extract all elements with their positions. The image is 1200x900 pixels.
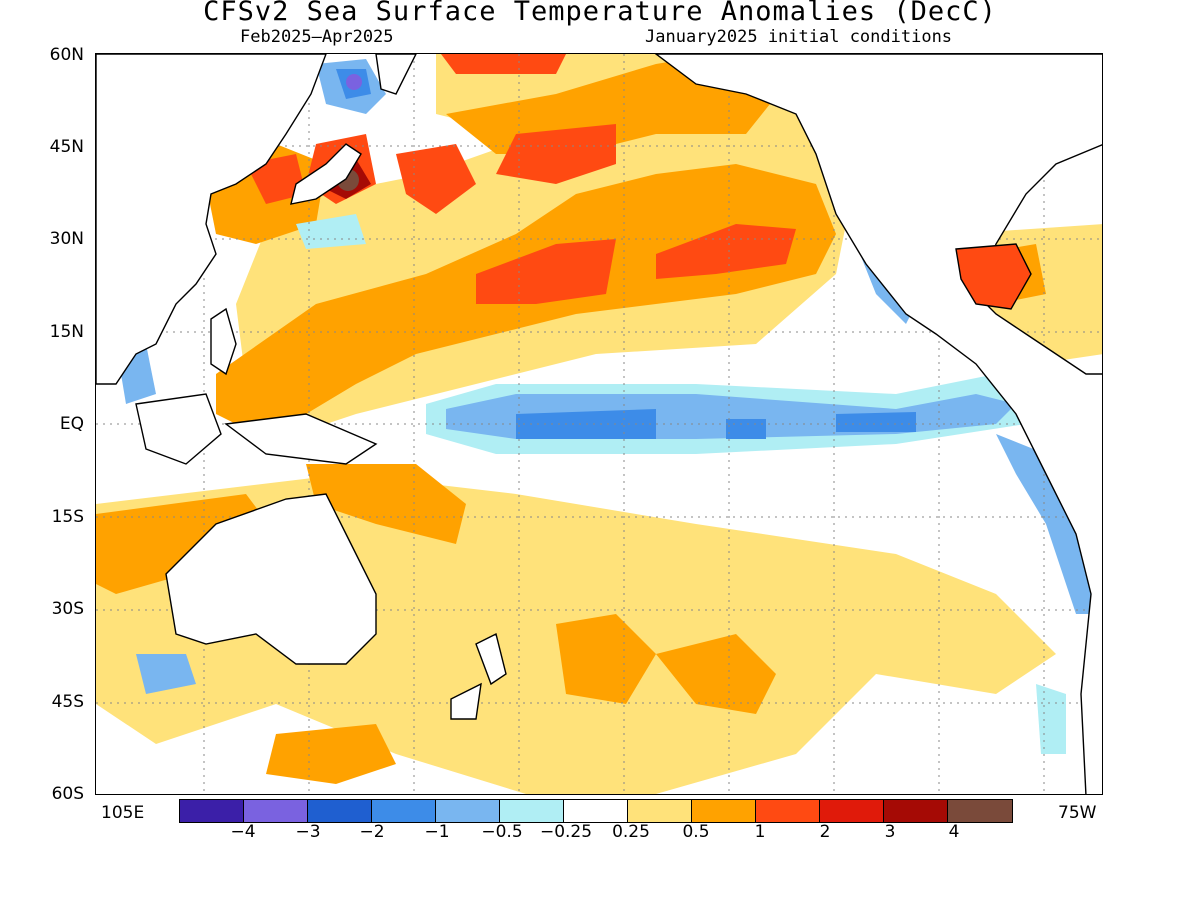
lat-label-30s: 30S xyxy=(51,599,84,619)
sst-anomaly-map xyxy=(95,53,1103,795)
colorbar-swatch xyxy=(628,800,692,822)
lat-label-30n: 30N xyxy=(49,229,84,249)
colorbar-swatch xyxy=(820,800,884,822)
colorbar xyxy=(179,799,1013,823)
colorbar-label: −0.25 xyxy=(539,822,593,842)
colorbar-label: 1 xyxy=(754,822,766,842)
colorbar-swatch xyxy=(180,800,244,822)
colorbar-label: −4 xyxy=(230,822,256,842)
lat-label-60s: 60S xyxy=(51,784,84,804)
colorbar-swatch xyxy=(500,800,564,822)
colorbar-swatch xyxy=(436,800,500,822)
lat-label-45n: 45N xyxy=(49,137,84,157)
colorbar-label: −0.5 xyxy=(481,822,523,842)
lat-label-15s: 15S xyxy=(51,507,84,527)
colorbar-label: 4 xyxy=(948,822,960,842)
anomaly-field xyxy=(96,54,1102,794)
colorbar-swatch xyxy=(692,800,756,822)
lon-label-75w: 75W xyxy=(1058,803,1097,823)
colorbar-label: 0.5 xyxy=(682,822,710,842)
colorbar-swatch xyxy=(564,800,628,822)
colorbar-label: 2 xyxy=(819,822,831,842)
colorbar-swatch xyxy=(308,800,372,822)
map-title: CFSv2 Sea Surface Temperature Anomalies … xyxy=(203,0,997,27)
colorbar-label: 3 xyxy=(884,822,896,842)
colorbar-swatch xyxy=(372,800,436,822)
lat-label-60n: 60N xyxy=(49,45,84,65)
colorbar-label: −3 xyxy=(295,822,321,842)
colorbar-label: −2 xyxy=(359,822,385,842)
coastlines xyxy=(96,54,1102,794)
lat-label-eq: EQ xyxy=(59,414,84,434)
colorbar-swatch xyxy=(756,800,820,822)
lon-label-105e: 105E xyxy=(101,803,145,823)
colorbar-swatch xyxy=(244,800,308,822)
lat-label-45s: 45S xyxy=(51,692,84,712)
forecast-period: Feb2025–Apr2025 xyxy=(240,27,394,47)
colorbar-label: 0.25 xyxy=(612,822,650,842)
colorbar-swatch xyxy=(948,800,1012,822)
colorbar-swatch xyxy=(884,800,948,822)
initial-conditions: January2025 initial conditions xyxy=(645,27,953,47)
lat-label-15n: 15N xyxy=(49,322,84,342)
colorbar-label: −1 xyxy=(424,822,450,842)
